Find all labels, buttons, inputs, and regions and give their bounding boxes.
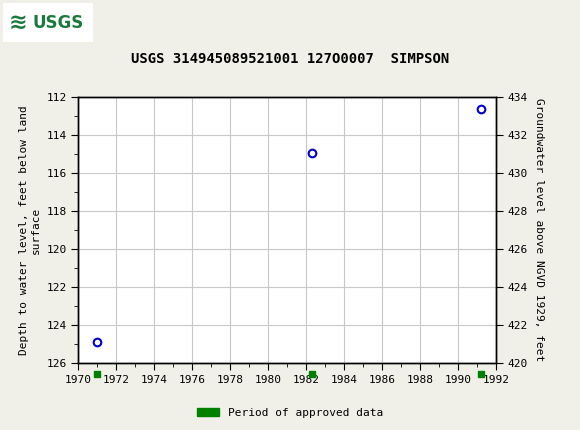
Y-axis label: Groundwater level above NGVD 1929, feet: Groundwater level above NGVD 1929, feet [534, 98, 543, 362]
Text: USGS: USGS [33, 14, 84, 31]
Y-axis label: Depth to water level, feet below land
surface: Depth to water level, feet below land su… [19, 105, 41, 355]
Legend: Period of approved data: Period of approved data [193, 403, 387, 422]
Text: ≋: ≋ [9, 12, 27, 33]
Text: USGS 314945089521001 127O0007  SIMPSON: USGS 314945089521001 127O0007 SIMPSON [131, 52, 449, 66]
Bar [3, 3, 93, 43]
